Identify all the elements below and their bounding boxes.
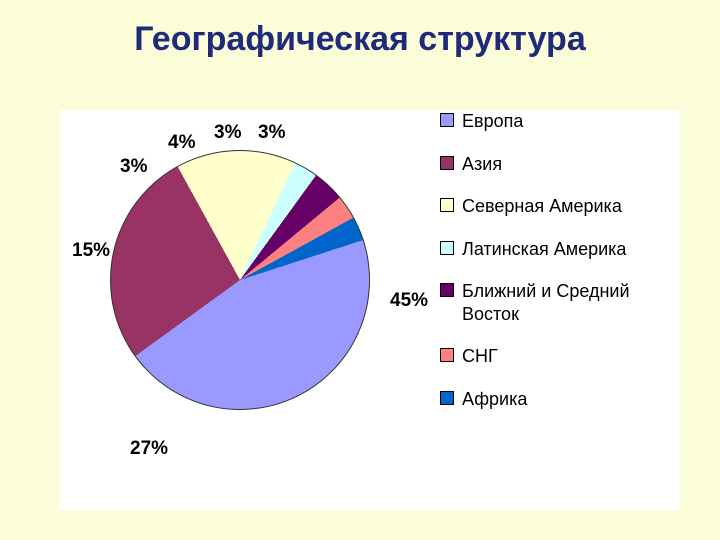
legend-swatch [440, 348, 454, 362]
pie-chart [110, 150, 370, 410]
legend-label: Северная Америка [462, 195, 622, 218]
chart-area: 45%27%15%3%4%3%3% ЕвропаАзияСеверная Аме… [60, 110, 680, 510]
pie-slice-label: 4% [168, 132, 195, 154]
legend-swatch [440, 156, 454, 170]
legend-item: Европа [440, 110, 680, 133]
legend-item: Азия [440, 153, 680, 176]
legend-item: Ближний и Средний Восток [440, 280, 680, 325]
pie-slice-label: 3% [120, 156, 147, 178]
legend-label: Азия [462, 153, 502, 176]
legend-swatch [440, 198, 454, 212]
legend-label: Африка [462, 388, 527, 411]
legend-item: Латинская Америка [440, 238, 680, 261]
slide: Географическая структура 45%27%15%3%4%3%… [0, 0, 720, 540]
legend-label: Ближний и Средний Восток [462, 280, 680, 325]
pie-slice-label: 3% [258, 122, 285, 144]
legend-swatch [440, 241, 454, 255]
legend: Европа Азия Северная Америка Латинская Амер… [440, 110, 680, 430]
legend-label: СНГ [462, 345, 498, 368]
legend-item: Северная Америка [440, 195, 680, 218]
legend-swatch [440, 113, 454, 127]
pie-slice-label: 45% [390, 290, 428, 312]
legend-label: Латинская Америка [462, 238, 626, 261]
pie-slice-label: 3% [214, 122, 241, 144]
legend-item: Африка [440, 388, 680, 411]
page-title: Географическая структура [0, 20, 720, 59]
legend-item: СНГ [440, 345, 680, 368]
legend-swatch [440, 391, 454, 405]
legend-swatch [440, 283, 454, 297]
pie-wrap: 45%27%15%3%4%3%3% [110, 150, 370, 410]
pie-slice-label: 27% [130, 438, 168, 460]
legend-label: Европа [462, 110, 523, 133]
pie-slice-label: 15% [72, 240, 110, 262]
